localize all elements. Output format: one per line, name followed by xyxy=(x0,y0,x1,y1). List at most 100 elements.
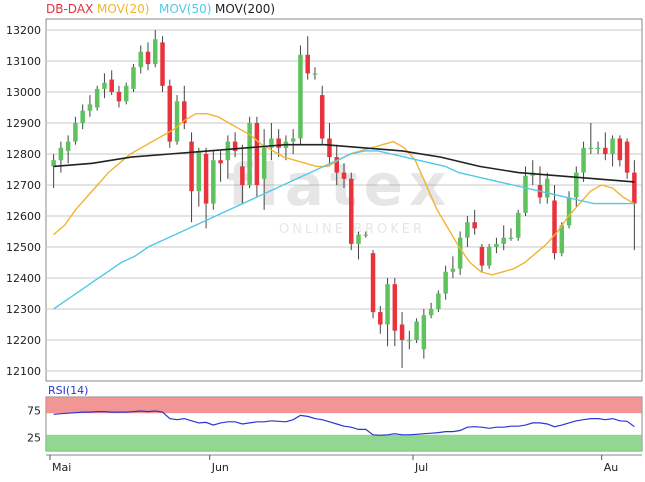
candle xyxy=(319,85,325,145)
y-tick-label: 12800 xyxy=(6,148,41,161)
candle-body xyxy=(414,321,419,340)
candle xyxy=(581,141,586,182)
candle-body xyxy=(116,92,122,102)
candle xyxy=(465,216,470,247)
candle-body xyxy=(94,88,100,108)
candle-body xyxy=(254,123,260,185)
candle xyxy=(145,42,151,71)
candle xyxy=(378,305,383,334)
candle xyxy=(174,95,180,145)
legend-item-mov50: MOV(50) xyxy=(159,2,211,16)
candle-body xyxy=(588,147,594,149)
candle-body xyxy=(457,237,463,269)
candle-body xyxy=(189,141,194,192)
rsi-tick-label: 25 xyxy=(27,432,41,445)
candle xyxy=(254,116,260,198)
candle xyxy=(218,150,223,182)
candle-body xyxy=(595,147,601,149)
candle xyxy=(51,154,56,189)
candle-body xyxy=(174,101,180,142)
candle-body xyxy=(319,95,325,139)
candle-body xyxy=(247,123,252,185)
candle-body xyxy=(566,197,572,226)
candle-body xyxy=(65,141,71,151)
candle-body xyxy=(240,166,245,185)
candle-body xyxy=(581,147,586,173)
y-tick-label: 12300 xyxy=(6,303,41,316)
candle xyxy=(617,135,623,167)
candle xyxy=(443,265,448,300)
candle-body xyxy=(73,123,78,142)
candle xyxy=(87,95,93,117)
candle-body xyxy=(290,138,296,142)
candle-body xyxy=(610,138,615,154)
candle-body xyxy=(334,157,339,173)
candle xyxy=(138,45,143,74)
candle xyxy=(603,132,608,161)
x-axis: Mai Jun Jul Au xyxy=(46,454,642,474)
candles xyxy=(51,30,637,368)
candle-body xyxy=(515,212,521,238)
candle xyxy=(472,209,477,235)
candle xyxy=(515,209,521,241)
y-tick-label: 12900 xyxy=(6,117,41,130)
candle xyxy=(109,70,114,96)
candle xyxy=(189,132,194,223)
legend-item-mov20: MOV(20) xyxy=(97,2,149,16)
candle xyxy=(559,222,565,257)
rsi-y-axis: 25 75 xyxy=(27,405,41,445)
candle xyxy=(94,85,100,111)
candle-body xyxy=(479,247,485,266)
candle-body xyxy=(508,237,514,239)
y-tick-label: 12100 xyxy=(6,365,41,378)
candle xyxy=(334,144,339,185)
watermark-main: flatex xyxy=(228,151,453,219)
candle-body xyxy=(617,138,623,161)
candle-body xyxy=(552,200,557,254)
candle-body xyxy=(232,141,238,151)
candle xyxy=(450,256,456,278)
candle-body xyxy=(559,225,565,254)
candle xyxy=(261,129,267,210)
candle xyxy=(269,123,274,161)
candle xyxy=(363,231,369,238)
x-tick-label: Jul xyxy=(414,461,428,474)
candle-body xyxy=(167,85,173,142)
candle-body xyxy=(109,79,114,92)
candle xyxy=(80,104,85,130)
candle-body xyxy=(182,101,187,123)
candle xyxy=(298,45,303,145)
candle-body xyxy=(392,284,398,331)
candle-body xyxy=(102,82,107,89)
candle xyxy=(624,138,630,179)
candle-body xyxy=(160,42,165,86)
legend-item-db-dax: DB-DAX xyxy=(46,2,93,16)
candle-body xyxy=(385,284,390,325)
candle xyxy=(523,166,528,216)
candle xyxy=(494,237,499,254)
mov200-line xyxy=(53,143,635,183)
candle xyxy=(486,243,492,269)
candle xyxy=(160,36,165,92)
candle-body xyxy=(428,309,434,316)
price-y-axis: 12100 12200 12300 12400 12500 12600 12700 12800… xyxy=(6,24,41,378)
legend-item-mov200: MOV(200) xyxy=(215,2,275,16)
candle xyxy=(225,135,231,179)
candle-body xyxy=(370,253,376,313)
candle-body xyxy=(153,39,158,65)
candle-body xyxy=(196,150,202,192)
candle-body xyxy=(211,160,216,204)
y-tick-label: 13200 xyxy=(6,24,41,37)
x-tick-label: Au xyxy=(604,461,619,474)
candle-body xyxy=(276,138,281,148)
candle xyxy=(457,231,463,275)
candle xyxy=(421,309,427,359)
rsi-zones xyxy=(46,397,642,451)
y-tick-label: 12500 xyxy=(6,241,41,254)
candle-body xyxy=(421,315,427,350)
candle xyxy=(232,132,238,158)
candle xyxy=(153,30,158,68)
candle-body xyxy=(87,104,93,111)
candle xyxy=(407,330,412,350)
